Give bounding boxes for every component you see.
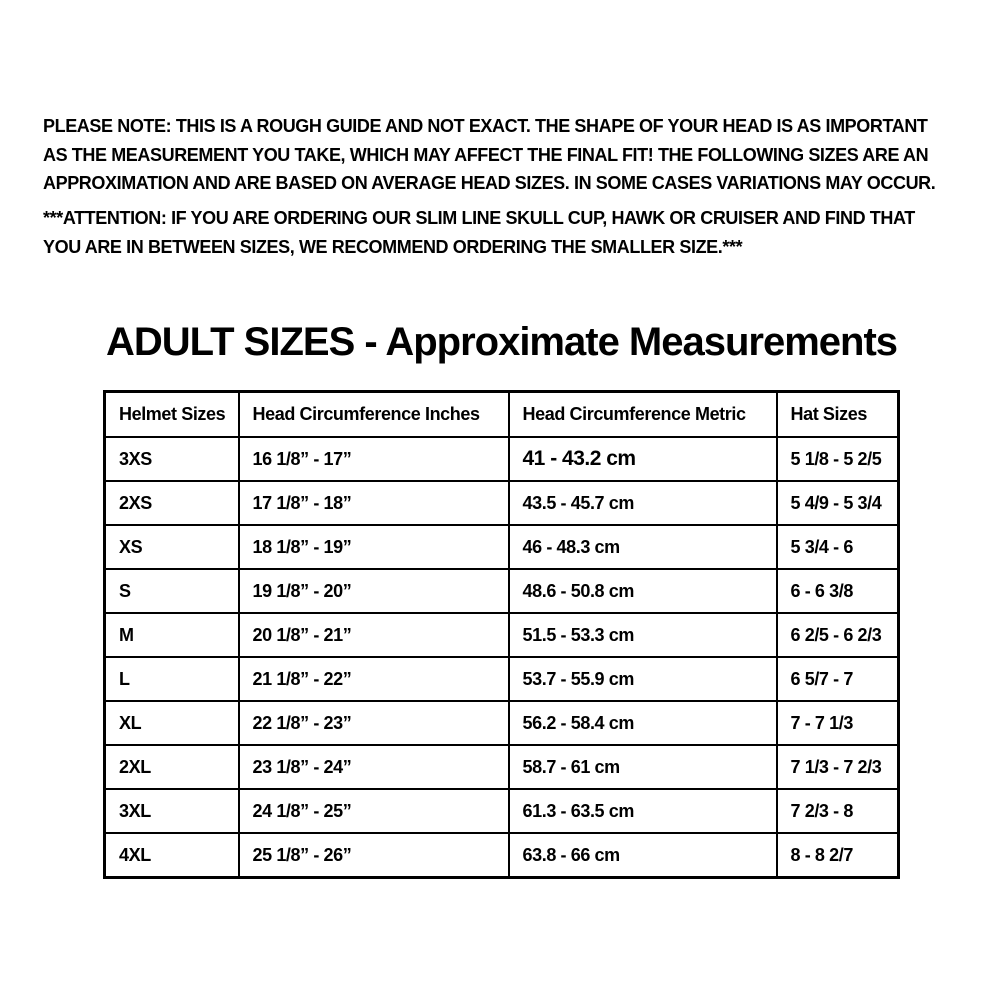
cell-inches-range: 24 1/8” - 25” (237, 788, 510, 834)
table-row: 4XL 25 1/8” - 26” 63.8 - 66 cm 8 - 8 2/7 (103, 832, 900, 879)
cell-metric-range: 58.7 - 61 cm (507, 744, 778, 790)
col-header-inches: Head Circumference Inches (237, 390, 510, 438)
cell-inches-range: 19 1/8” - 20” (237, 568, 510, 614)
cell-hat-size-range: 5 3/4 - 6 (775, 524, 900, 570)
col-header-helmet-sizes: Helmet Sizes (103, 390, 240, 438)
table-row: M 20 1/8” - 21” 51.5 - 53.3 cm 6 2/5 - 6 2/… (103, 612, 900, 658)
cell-hat-size-range: 8 - 8 2/7 (775, 832, 900, 879)
cell-metric-range: 53.7 - 55.9 cm (507, 656, 778, 702)
note-line: APPROXIMATION AND ARE BASED ON AVERAGE H… (43, 173, 936, 193)
table-row: L 21 1/8” - 22” 53.7 - 55.9 cm 6 5/7 - 7 (103, 656, 900, 702)
cell-helmet-size: 3XL (103, 788, 240, 834)
cell-inches-range: 17 1/8” - 18” (237, 480, 510, 526)
cell-helmet-size: XS (103, 524, 240, 570)
cell-helmet-size: 3XS (103, 436, 240, 482)
cell-metric-range: 48.6 - 50.8 cm (507, 568, 778, 614)
table-row: 2XL 23 1/8” - 24” 58.7 - 61 cm 7 1/3 - 7 2/… (103, 744, 900, 790)
note-rough-guide: PLEASE NOTE: THIS IS A ROUGH GUIDE AND N… (43, 112, 963, 198)
cell-inches-range: 25 1/8” - 26” (237, 832, 510, 879)
cell-metric-range: 43.5 - 45.7 cm (507, 480, 778, 526)
table-row: XL 22 1/8” - 23” 56.2 - 58.4 cm 7 - 7 1/3 (103, 700, 900, 746)
table-row: 2XS 17 1/8” - 18” 43.5 - 45.7 cm 5 4/9 - 5 … (103, 480, 900, 526)
note-line: ***ATTENTION: IF YOU ARE ORDERING OUR SL… (43, 208, 915, 228)
cell-hat-size-range: 6 5/7 - 7 (775, 656, 900, 702)
cell-hat-size-range: 7 2/3 - 8 (775, 788, 900, 834)
cell-metric-range: 56.2 - 58.4 cm (507, 700, 778, 746)
cell-metric-range: 46 - 48.3 cm (507, 524, 778, 570)
cell-metric-range: 51.5 - 53.3 cm (507, 612, 778, 658)
cell-inches-range: 18 1/8” - 19” (237, 524, 510, 570)
cell-helmet-size: 4XL (103, 832, 240, 879)
cell-hat-size-range: 5 4/9 - 5 3/4 (775, 480, 900, 526)
cell-helmet-size: S (103, 568, 240, 614)
table-row: 3XL 24 1/8” - 25” 61.3 - 63.5 cm 7 2/3 - 8 (103, 788, 900, 834)
cell-hat-size-range: 5 1/8 - 5 2/5 (775, 436, 900, 482)
note-line: YOU ARE IN BETWEEN SIZES, WE RECOMMEND O… (43, 236, 743, 257)
table-header-row: Helmet Sizes Head Circumference Inches H… (103, 390, 900, 438)
cell-inches-range: 23 1/8” - 24” (237, 744, 510, 790)
cell-inches-range: 16 1/8” - 17” (237, 436, 510, 482)
cell-helmet-size: L (103, 656, 240, 702)
cell-metric-range: 61.3 - 63.5 cm (507, 788, 778, 834)
size-chart-table: Helmet Sizes Head Circumference Inches H… (103, 390, 900, 879)
cell-inches-range: 20 1/8” - 21” (237, 612, 510, 658)
table-body: 3XS 16 1/8” - 17” 41 - 43.2 cm 5 1/8 - 5 2/… (103, 436, 900, 879)
cell-metric-range: 41 - 43.2 cm (507, 436, 778, 482)
cell-hat-size-range: 6 2/5 - 6 2/3 (775, 612, 900, 658)
table-row: S 19 1/8” - 20” 48.6 - 50.8 cm 6 - 6 3/8 (103, 568, 900, 614)
cell-hat-size-range: 6 - 6 3/8 (775, 568, 900, 614)
cell-helmet-size: 2XL (103, 744, 240, 790)
cell-helmet-size: 2XS (103, 480, 240, 526)
cell-helmet-size: XL (103, 700, 240, 746)
col-header-hat-sizes: Hat Sizes (775, 390, 900, 438)
table-row: 3XS 16 1/8” - 17” 41 - 43.2 cm 5 1/8 - 5 2/… (103, 436, 900, 482)
note-attention: ***ATTENTION: IF YOU ARE ORDERING OUR SL… (43, 204, 963, 261)
page-title: ADULT SIZES - Approximate Measurements (106, 320, 898, 364)
note-line: PLEASE NOTE: THIS IS A ROUGH GUIDE AND N… (43, 116, 928, 136)
cell-inches-range: 21 1/8” - 22” (237, 656, 510, 702)
table-row: XS 18 1/8” - 19” 46 - 48.3 cm 5 3/4 - 6 (103, 524, 900, 570)
cell-hat-size-range: 7 - 7 1/3 (775, 700, 900, 746)
cell-metric-range: 63.8 - 66 cm (507, 832, 778, 879)
cell-inches-range: 22 1/8” - 23” (237, 700, 510, 746)
note-line: AS THE MEASUREMENT YOU TAKE, WHICH MAY A… (43, 144, 929, 165)
cell-helmet-size: M (103, 612, 240, 658)
cell-hat-size-range: 7 1/3 - 7 2/3 (775, 744, 900, 790)
col-header-metric: Head Circumference Metric (507, 390, 778, 438)
